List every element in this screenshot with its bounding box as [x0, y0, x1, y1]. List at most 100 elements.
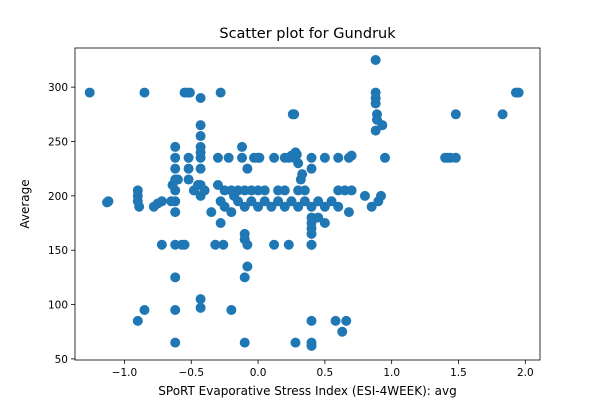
data-point: [172, 174, 183, 185]
x-axis: −1.0 −0.5 0.0 0.5 1.0 1.5 2.0: [112, 360, 534, 379]
data-point: [319, 218, 330, 229]
data-point: [497, 109, 508, 120]
data-point: [170, 337, 181, 348]
data-point: [450, 152, 461, 163]
data-point: [253, 201, 264, 212]
data-point: [242, 163, 253, 174]
data-point: [375, 190, 386, 201]
data-point: [210, 239, 221, 250]
data-point: [370, 125, 381, 136]
data-point: [306, 228, 317, 239]
data-point: [218, 239, 229, 250]
y-axis: 50 100 150 200 250 300: [48, 82, 75, 366]
x-tick-label: 1.5: [450, 367, 467, 379]
data-point: [239, 201, 250, 212]
data-point: [170, 163, 181, 174]
data-point: [170, 207, 181, 218]
data-point: [333, 152, 344, 163]
data-point: [195, 302, 206, 313]
data-point: [233, 196, 244, 207]
data-point: [132, 315, 143, 326]
data-point: [326, 196, 337, 207]
plot-frame: [74, 47, 541, 361]
data-point: [319, 152, 330, 163]
data-point: [337, 326, 348, 337]
x-tick-label: 0.5: [317, 367, 334, 379]
data-point: [319, 201, 330, 212]
data-point: [273, 196, 284, 207]
data-point: [341, 315, 352, 326]
data-point: [183, 174, 194, 185]
points-layer: [84, 54, 524, 351]
data-point: [359, 190, 370, 201]
data-point: [239, 272, 250, 283]
data-point: [299, 185, 310, 196]
data-point: [84, 87, 95, 98]
data-point: [195, 152, 206, 163]
data-point: [293, 201, 304, 212]
data-point: [269, 239, 280, 250]
data-point: [237, 152, 248, 163]
data-point: [306, 163, 317, 174]
data-point: [170, 304, 181, 315]
data-point: [259, 185, 270, 196]
y-tick-label: 250: [48, 136, 68, 148]
data-point: [212, 179, 223, 190]
data-point: [290, 337, 301, 348]
data-point: [286, 196, 297, 207]
data-point: [195, 93, 206, 104]
y-tick-label: 50: [55, 354, 68, 366]
data-point: [343, 207, 354, 218]
data-point: [380, 152, 390, 163]
data-point: [170, 141, 181, 152]
data-point: [370, 98, 381, 109]
data-point: [279, 185, 290, 196]
y-tick-label: 100: [48, 300, 68, 312]
data-point: [239, 234, 250, 245]
x-tick-label: 2.0: [517, 367, 534, 379]
data-point: [206, 207, 217, 218]
data-point: [215, 87, 226, 98]
data-point: [377, 120, 388, 131]
data-point: [306, 315, 317, 326]
data-point: [226, 207, 237, 218]
data-point: [333, 201, 344, 212]
data-point: [450, 109, 461, 120]
data-point: [179, 239, 190, 250]
data-point: [183, 163, 194, 174]
data-point: [313, 196, 324, 207]
data-point: [297, 169, 308, 180]
data-point: [242, 261, 253, 272]
data-point: [366, 201, 377, 212]
y-axis-label: Average: [18, 179, 32, 228]
data-point: [184, 87, 195, 98]
data-point: [306, 239, 317, 250]
data-point: [239, 337, 250, 348]
chart-title: Scatter plot for Gundruk: [219, 26, 396, 42]
data-point: [195, 294, 206, 305]
x-tick-label: −0.5: [179, 367, 205, 379]
data-point: [215, 218, 226, 229]
data-point: [195, 163, 206, 174]
data-point: [346, 150, 357, 161]
data-point: [289, 109, 300, 120]
data-point: [192, 179, 203, 190]
data-point: [346, 185, 357, 196]
data-point: [170, 152, 181, 163]
data-point: [199, 185, 210, 196]
data-point: [156, 239, 167, 250]
data-point: [306, 201, 317, 212]
x-tick-label: −1.0: [112, 367, 138, 379]
x-axis-label: SPoRT Evaporative Stress Index (ESI-4WEE…: [158, 384, 456, 398]
data-point: [170, 272, 181, 283]
data-point: [237, 141, 248, 152]
data-point: [279, 201, 290, 212]
data-point: [313, 212, 324, 223]
data-point: [195, 131, 206, 142]
data-point: [223, 152, 234, 163]
y-tick-label: 200: [48, 191, 68, 203]
data-point: [266, 201, 277, 212]
data-point: [513, 87, 524, 98]
